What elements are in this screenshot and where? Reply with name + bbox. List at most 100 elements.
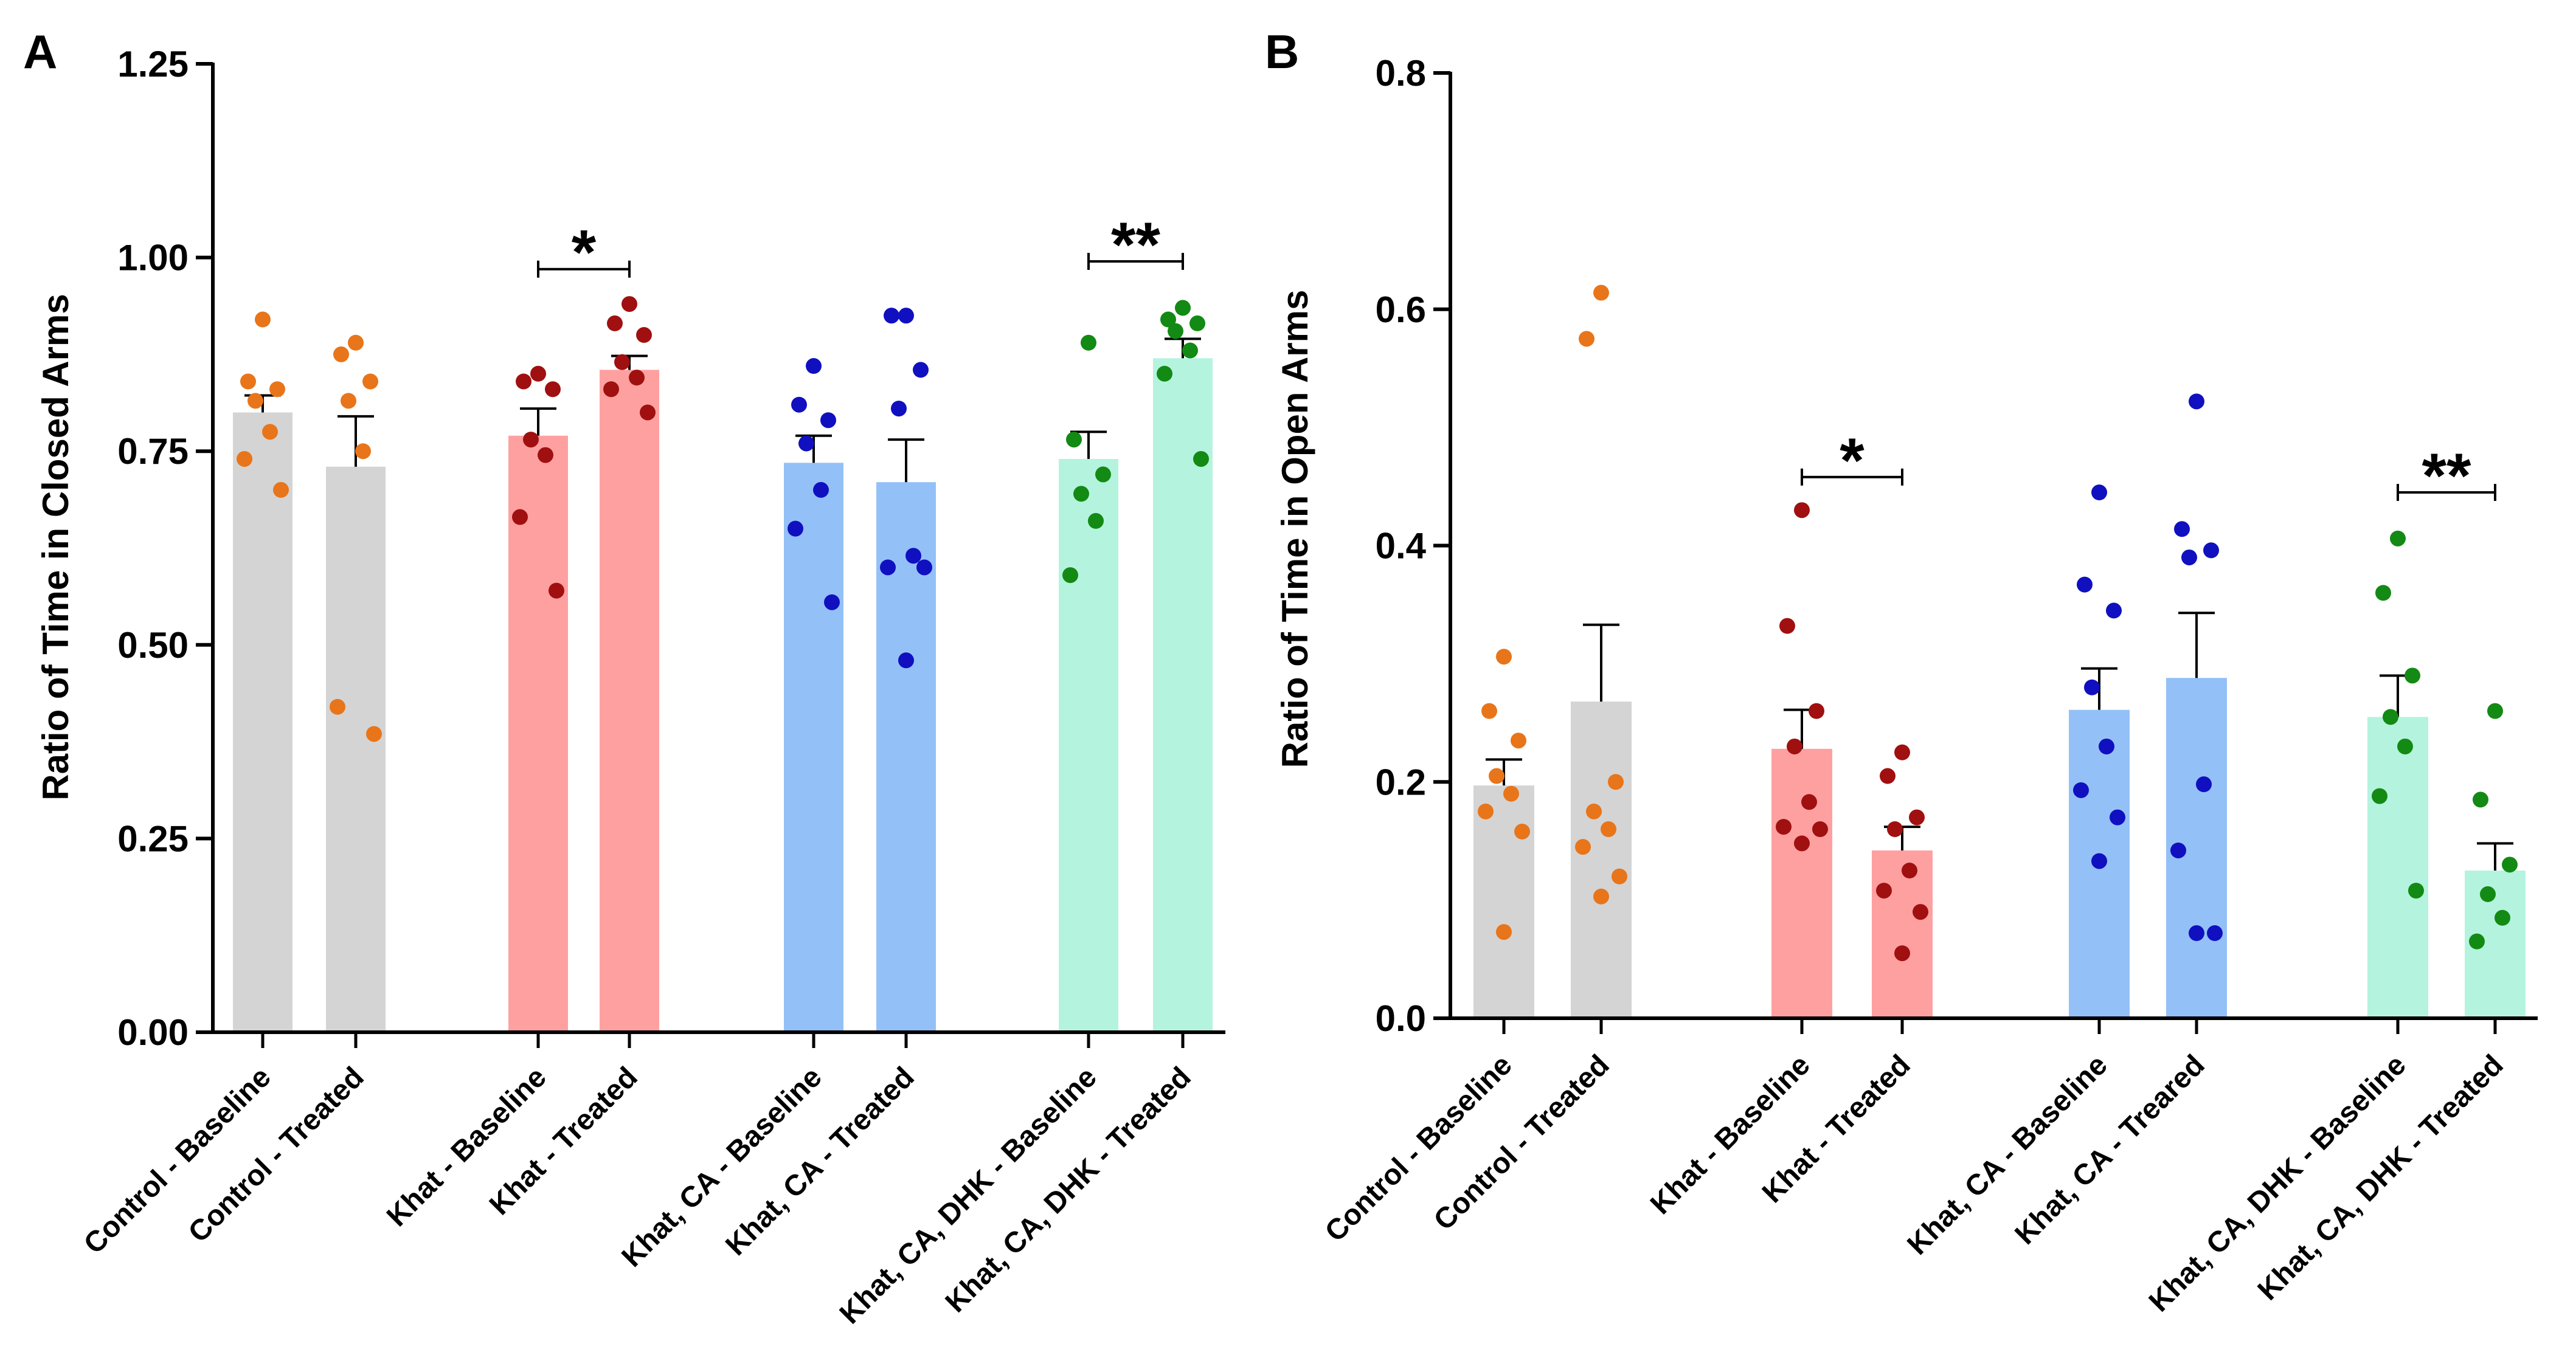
panel-0-data-point xyxy=(1175,300,1191,316)
panel-1-data-point xyxy=(2196,776,2212,793)
panel-0-data-point xyxy=(366,726,382,742)
panel-1-data-point xyxy=(2099,738,2114,754)
panel-1-data-point xyxy=(2091,484,2107,501)
panel-0-data-point xyxy=(1066,432,1082,448)
panel-0-bar-7 xyxy=(1153,358,1213,1032)
panel-0-data-point xyxy=(629,370,645,386)
panel-0-bar-2 xyxy=(508,435,568,1032)
panel-1-data-point xyxy=(2390,530,2406,547)
panel-0-data-point xyxy=(1088,512,1104,529)
panel-1-y-tick-label: 0.8 xyxy=(1376,53,1426,94)
panel-1-y-tick-label: 0.2 xyxy=(1376,762,1426,802)
panel-1-data-point xyxy=(2375,585,2391,601)
panel-0-data-point xyxy=(621,296,637,312)
panel-0-data-point xyxy=(516,373,531,390)
panel-1-data-point xyxy=(1812,821,1828,837)
panel-1-data-point xyxy=(1809,703,1824,719)
panel-b: B 0.0 0.2 0.4 0.6 0.8 Control - BaselineContr… xyxy=(1265,25,2538,1318)
panel-0-data-point xyxy=(798,435,814,452)
panel-0-x-tick-label: Control - Treated xyxy=(182,1061,370,1249)
panel-0-y-tick-label: 0.75 xyxy=(117,431,189,472)
panel-0-significance-marker: * xyxy=(572,218,597,288)
panel-1-data-point xyxy=(1894,744,1910,760)
panel-0-data-point xyxy=(806,358,822,374)
panel-1-data-point xyxy=(1608,774,1624,790)
panel-0-data-point xyxy=(538,447,553,463)
panel-0-data-point xyxy=(636,327,652,343)
panel-1-data-point xyxy=(2397,738,2413,754)
panel-0-y-tick-label: 0.25 xyxy=(117,818,189,859)
panel-1-data-point xyxy=(2473,791,2488,808)
panel-0-data-point xyxy=(530,365,546,382)
panel-1-data-point xyxy=(1794,835,1810,852)
panel-1-data-point xyxy=(1579,331,1594,347)
panel-1-data-point xyxy=(2084,679,2100,695)
panel-0-data-point xyxy=(273,481,289,498)
panel-0-data-point xyxy=(255,311,271,328)
panel-1-data-point xyxy=(1511,733,1526,749)
panel-1-data-point xyxy=(2073,782,2089,798)
panel-1-data-point xyxy=(2077,576,2093,593)
panel-0-data-point xyxy=(824,594,840,610)
panel-0-data-point xyxy=(330,698,345,715)
panel-1-data-point xyxy=(2480,886,2496,902)
panel-1-data-point xyxy=(1913,904,1928,920)
panel-0-data-point xyxy=(1193,450,1209,467)
panel-1-bar-3 xyxy=(1872,850,1933,1018)
panel-0-y-tick-label: 1.00 xyxy=(117,238,189,278)
panel-0-x-tick-label: Khat - Baseline xyxy=(381,1061,553,1233)
panel-1-data-point xyxy=(2110,809,2125,826)
panel-0-data-point xyxy=(884,308,899,324)
panel-1-data-point xyxy=(1612,868,1627,885)
panel-1-y-axis-title: Ratio of Time in Open Arms xyxy=(1275,290,1315,768)
panel-1-data-point xyxy=(2181,549,2197,565)
panel-0-data-point xyxy=(269,381,285,398)
panel-1-significance-marker: * xyxy=(1840,426,1864,496)
panel-1-data-point xyxy=(1880,768,1896,784)
panel-1-data-point xyxy=(1503,785,1519,802)
panel-1-data-point xyxy=(1794,502,1810,519)
panel-0-significance-marker: ** xyxy=(1111,210,1160,280)
panel-1-data-point xyxy=(1478,803,1494,819)
panel-1-data-point xyxy=(1489,768,1504,784)
panel-1-bar-1 xyxy=(1571,702,1632,1018)
panel-1-data-point xyxy=(2203,542,2219,559)
panel-0-data-point xyxy=(1182,342,1198,359)
panel-1-data-point xyxy=(2170,842,2186,858)
panel-a-label: A xyxy=(23,25,57,78)
panel-1-data-point xyxy=(2469,933,2485,950)
panel-0-data-point xyxy=(248,393,263,409)
panel-1-data-point xyxy=(1575,839,1591,855)
panel-0-data-point xyxy=(1095,466,1111,483)
panel-1-data-point xyxy=(2372,788,2387,804)
panel-b-label: B xyxy=(1265,25,1299,78)
panel-0-data-point xyxy=(603,381,619,398)
panel-0-data-point xyxy=(788,520,803,537)
panel-0-data-point xyxy=(880,559,896,576)
panel-0-data-point xyxy=(341,393,356,409)
panel-0-data-point xyxy=(523,432,539,448)
panel-0-data-point xyxy=(240,373,256,390)
panel-0-data-point xyxy=(905,548,921,564)
panel-0-data-point xyxy=(333,346,349,362)
panel-1-data-point xyxy=(1787,738,1802,754)
panel-0-data-point xyxy=(237,450,252,467)
panel-1-data-point xyxy=(1909,809,1925,826)
panel-1-data-point xyxy=(2495,909,2510,926)
panel-0-data-point xyxy=(640,404,656,421)
panel-1-data-point xyxy=(1593,284,1609,301)
panel-0-data-point xyxy=(916,559,932,576)
panel-1-data-point xyxy=(2383,709,2398,725)
panel-1-data-point xyxy=(1496,649,1512,665)
panel-0-data-point xyxy=(355,443,371,460)
panel-0-data-point xyxy=(262,424,278,440)
panel-1-data-point xyxy=(1779,618,1795,634)
panel-0-data-point xyxy=(891,401,907,417)
panel-1-data-point xyxy=(1481,703,1497,719)
panel-1-y-tick-label: 0.4 xyxy=(1376,526,1427,567)
panel-1-data-point xyxy=(1514,823,1530,840)
panel-0-data-point xyxy=(791,396,807,413)
panel-0-data-point xyxy=(512,509,528,525)
panel-1-data-point xyxy=(1801,794,1817,810)
